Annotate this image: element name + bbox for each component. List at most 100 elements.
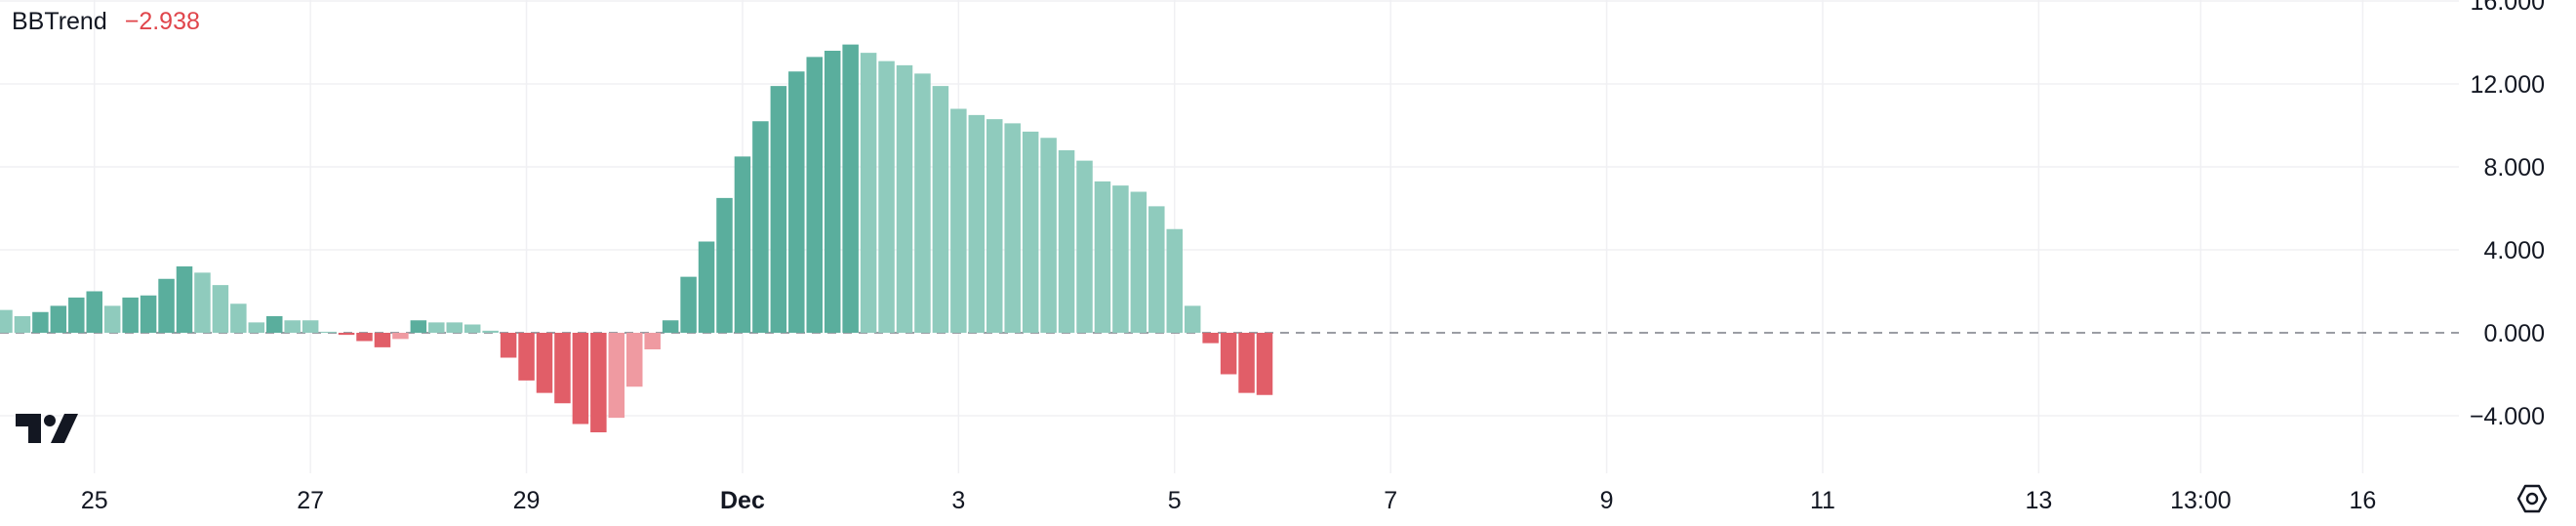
histogram-bar[interactable] [806, 57, 824, 333]
histogram-bar[interactable] [176, 266, 193, 333]
histogram-bar[interactable] [158, 278, 175, 333]
y-tick-label: −4.000 [2470, 403, 2545, 430]
histogram-bar[interactable] [0, 309, 13, 333]
histogram-bar[interactable] [1220, 333, 1237, 375]
histogram-bar[interactable] [626, 333, 643, 387]
histogram-bar[interactable] [554, 333, 571, 404]
y-axis-labels: 16.000 12.000 8.000 4.000 0.000 −4.000 [2470, 0, 2545, 430]
histogram-bar[interactable] [914, 73, 931, 333]
histogram-bar[interactable] [752, 121, 769, 333]
histogram-bar[interactable] [463, 324, 481, 334]
histogram-bar[interactable] [14, 316, 31, 333]
histogram-bar[interactable] [1094, 181, 1111, 333]
histogram-bar[interactable] [536, 333, 553, 393]
histogram-bar[interactable] [320, 331, 337, 333]
histogram-bar[interactable] [1058, 150, 1075, 333]
histogram-bar[interactable] [230, 303, 247, 333]
x-tick-label: 9 [1600, 487, 1614, 514]
histogram-bar[interactable] [356, 333, 373, 342]
histogram-bar[interactable] [212, 285, 229, 333]
histogram-bar[interactable] [680, 276, 697, 333]
y-tick-label: 4.000 [2483, 237, 2545, 264]
histogram-bar[interactable] [1112, 185, 1129, 333]
histogram-bar[interactable] [122, 297, 139, 333]
histogram-bar[interactable] [662, 320, 679, 333]
histogram-bar[interactable] [770, 86, 787, 333]
histogram-bars[interactable] [0, 44, 1273, 432]
x-tick-label: 27 [297, 487, 324, 514]
histogram-bar[interactable] [824, 51, 841, 333]
histogram-bar[interactable] [410, 320, 427, 333]
histogram-bar[interactable] [968, 114, 986, 333]
histogram-bar[interactable] [1130, 191, 1147, 334]
histogram-bar[interactable] [734, 156, 751, 333]
indicator-value: −2.938 [124, 8, 200, 35]
histogram-bar[interactable] [140, 295, 157, 333]
histogram-bar[interactable] [1202, 333, 1219, 344]
histogram-bar[interactable] [248, 322, 265, 333]
histogram-bar[interactable] [374, 333, 391, 347]
x-tick-label: 7 [1384, 487, 1397, 514]
histogram-bar[interactable] [788, 71, 805, 333]
histogram-bar[interactable] [842, 44, 859, 333]
histogram-bar[interactable] [716, 197, 733, 333]
histogram-bar[interactable] [698, 241, 715, 334]
settings-gear-icon[interactable] [2516, 482, 2549, 515]
histogram-bar[interactable] [194, 272, 211, 333]
histogram-bar[interactable] [608, 333, 625, 419]
indicator-name[interactable]: BBTrend [12, 8, 107, 35]
histogram-bar[interactable] [482, 330, 499, 333]
histogram-bar[interactable] [860, 53, 877, 333]
histogram-bar[interactable] [103, 305, 121, 333]
histogram-bar[interactable] [392, 333, 409, 340]
histogram-bar[interactable] [1148, 206, 1165, 333]
histogram-bar[interactable] [590, 333, 607, 432]
histogram-bar[interactable] [32, 311, 49, 333]
histogram-bar[interactable] [284, 320, 301, 333]
histogram-bar[interactable] [68, 297, 85, 333]
histogram-bar[interactable] [86, 291, 103, 334]
histogram-bar[interactable] [878, 61, 895, 333]
histogram-bar[interactable] [644, 333, 661, 349]
y-tick-label: 16.000 [2471, 0, 2545, 16]
histogram-bar[interactable] [302, 320, 319, 333]
histogram-bar[interactable] [932, 86, 949, 333]
histogram-bar[interactable] [428, 322, 445, 333]
x-axis-labels: 25 27 29 Dec 3 5 7 9 11 13 13:00 16 [81, 487, 2377, 514]
x-tick-label: 11 [1810, 487, 1835, 514]
indicator-legend[interactable]: BBTrend −2.938 [12, 8, 200, 36]
y-tick-label: 8.000 [2483, 154, 2545, 182]
histogram-bar[interactable] [500, 333, 517, 358]
y-tick-label: 12.000 [2471, 71, 2545, 99]
histogram-bar[interactable] [1256, 333, 1273, 395]
x-tick-label: 3 [951, 487, 965, 514]
y-tick-label: 0.000 [2483, 320, 2545, 347]
histogram-bar[interactable] [950, 108, 967, 334]
histogram-bar[interactable] [50, 305, 67, 333]
histogram-bar[interactable] [518, 333, 535, 381]
histogram-bar[interactable] [266, 316, 283, 333]
tradingview-logo-icon[interactable] [14, 410, 80, 447]
histogram-bar[interactable] [1040, 138, 1057, 333]
x-tick-label: 13:00 [2170, 487, 2232, 514]
histogram-bar[interactable] [896, 64, 913, 333]
histogram-bar[interactable] [1238, 333, 1255, 393]
histogram-bar[interactable] [1076, 160, 1093, 333]
histogram-bar[interactable] [338, 333, 355, 336]
x-tick-label: 29 [513, 487, 541, 514]
histogram-bar[interactable] [1022, 131, 1039, 333]
histogram-bar[interactable] [1184, 305, 1201, 333]
histogram-bar[interactable] [1004, 123, 1021, 333]
x-tick-label: 13 [2025, 487, 2052, 514]
x-tick-label: 25 [81, 487, 108, 514]
histogram-bar[interactable] [572, 333, 589, 425]
histogram-bar[interactable] [1166, 228, 1184, 333]
histogram-bar[interactable] [986, 119, 1003, 333]
grid-lines [0, 0, 2459, 473]
x-tick-label: Dec [720, 487, 765, 514]
histogram-bar[interactable] [446, 322, 463, 333]
x-tick-label: 5 [1168, 487, 1182, 514]
x-tick-label: 16 [2350, 487, 2377, 514]
